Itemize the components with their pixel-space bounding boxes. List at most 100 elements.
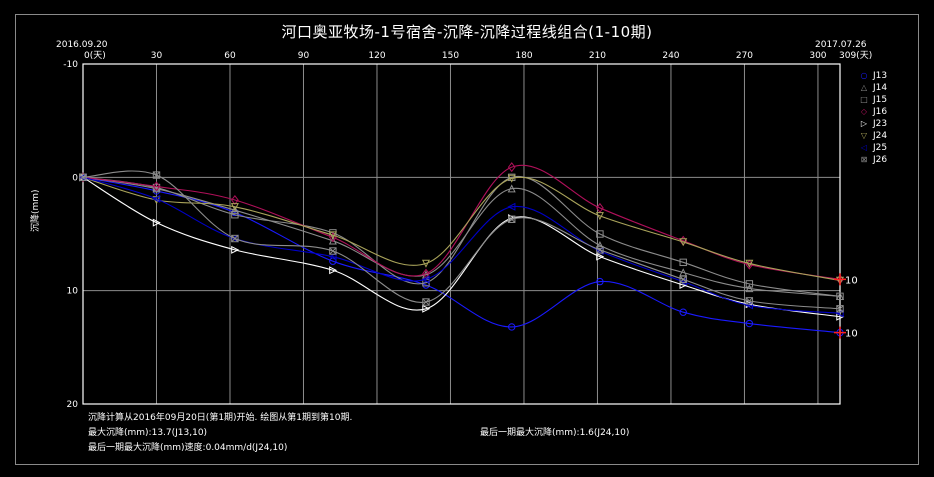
data-point-marker: [595, 212, 604, 221]
x-tick-label: 0(天): [84, 51, 106, 61]
series-j14: [78, 173, 845, 301]
data-point-marker: [328, 236, 337, 245]
series-line: [82, 164, 841, 280]
legend-label: J15: [873, 95, 888, 105]
legend-item-j26: ⊠ J26: [858, 154, 887, 166]
x-tick-label: 30: [151, 51, 163, 61]
series-j24: [78, 173, 845, 285]
data-point-marker: [328, 252, 337, 261]
data-point-marker: [507, 162, 516, 173]
data-point-marker: [745, 280, 754, 288]
diamond-marker-icon: ◇: [860, 107, 868, 116]
data-point-marker: [422, 298, 430, 306]
data-point-marker: [231, 194, 239, 206]
footer-last-max-rate: 最后一期最大沉降(mm)速度:0.04mm/d(J24,10): [88, 443, 288, 453]
data-point-marker: [595, 241, 604, 250]
data-point-marker: [152, 171, 161, 179]
data-point-marker: [231, 234, 239, 243]
data-point-marker: [508, 215, 516, 223]
data-point-marker: [836, 292, 844, 301]
data-point-marker: [508, 215, 516, 223]
hatched-square-marker-icon: ⊠: [860, 155, 868, 164]
data-point-marker: [231, 245, 240, 254]
series-line: [82, 176, 841, 314]
data-point-marker: [79, 173, 87, 182]
y-tick-label: 0: [72, 173, 78, 183]
y-tick-labels: -10 0 10 20: [63, 60, 78, 410]
data-point-marker: [152, 181, 161, 192]
data-point-marker: [507, 174, 516, 183]
x-tick-label: 300: [809, 51, 826, 61]
legend-label: J16: [873, 107, 888, 117]
data-point-marker: [679, 275, 687, 284]
data-point-marker: [230, 205, 239, 214]
series-j26: [79, 170, 844, 313]
x-tick-label: 120: [368, 51, 385, 61]
data-point-marker: [507, 184, 516, 193]
legend-item-j25: ◁ J25: [858, 142, 887, 154]
y-tick-label: 10: [67, 287, 79, 297]
data-point-marker: [329, 247, 337, 255]
left-triangle-marker-icon: ◁: [860, 143, 868, 152]
data-point-marker: [679, 275, 687, 283]
legend-item-j23: ▷ J23: [858, 118, 887, 130]
data-point-marker: [836, 305, 844, 313]
y-tick-label: 20: [67, 400, 79, 410]
data-point-marker: [329, 266, 338, 275]
legend-label: J26: [873, 155, 888, 165]
data-point-marker: [231, 234, 239, 243]
data-point-marker: [745, 297, 753, 305]
series-j16: [79, 162, 844, 285]
data-point-marker: [507, 202, 516, 211]
footer-max-settlement: 最大沉降(mm):13.7(J13,10): [88, 428, 208, 438]
grid: [83, 64, 840, 404]
x-tick-label: 309(天): [839, 51, 872, 61]
series-line: [82, 176, 841, 318]
data-point-marker: [679, 258, 687, 267]
y-tick-label: -10: [63, 60, 78, 70]
data-point-marker: [508, 323, 516, 331]
data-point-marker: [596, 230, 604, 238]
square-marker-icon: □: [860, 95, 868, 104]
legend-item-j24: ▽ J24: [858, 130, 887, 142]
x-tick-label: 270: [736, 51, 753, 61]
end-marker: 10: [834, 326, 858, 340]
chart-frame: [15, 14, 919, 465]
footer-last-max-settlement: 最后一期最大沉降(mm):1.6(J24,10): [480, 428, 630, 438]
x-tick-label: 240: [662, 51, 679, 61]
legend-item-j15: □ J15: [858, 94, 887, 106]
right-triangle-marker-icon: ▷: [860, 119, 868, 128]
end-date-label: 2017.07.26: [815, 40, 867, 50]
data-point-marker: [596, 252, 605, 261]
data-point-marker: [231, 211, 239, 219]
series-line: [82, 176, 841, 282]
data-point-marker: [745, 259, 754, 268]
start-date-label: 2016.09.20: [56, 40, 108, 50]
series-line: [82, 176, 841, 297]
x-tick-label: 180: [515, 51, 532, 61]
series-line: [82, 176, 841, 334]
x-tick-label: 150: [442, 51, 459, 61]
x-tick-label: 210: [589, 51, 606, 61]
circle-marker-icon: ○: [860, 71, 868, 80]
triangle-marker-icon: △: [860, 83, 868, 92]
data-point-marker: [745, 319, 754, 328]
svg-text:10: 10: [845, 329, 858, 340]
series-line: [82, 170, 841, 310]
data-point-marker: [596, 246, 604, 254]
data-point-marker: [596, 277, 604, 286]
data-point-marker: [745, 297, 754, 305]
data-point-marker: [422, 298, 430, 306]
x-tick-label: 90: [298, 51, 310, 61]
data-point-marker: [230, 203, 239, 212]
axes-box: [82, 63, 841, 405]
data-point-marker: [328, 231, 337, 240]
series-line: [82, 175, 841, 297]
x-tick-label: 60: [224, 51, 236, 61]
legend-label: J25: [873, 143, 888, 153]
data-point-marker: [745, 284, 754, 293]
x-tick-labels: 0(天) 30 60 90 120 150 180 210 240 270 300 309(天): [84, 51, 872, 61]
legend-item-j13: ○ J13: [858, 70, 888, 82]
legend-label: J14: [873, 83, 888, 93]
